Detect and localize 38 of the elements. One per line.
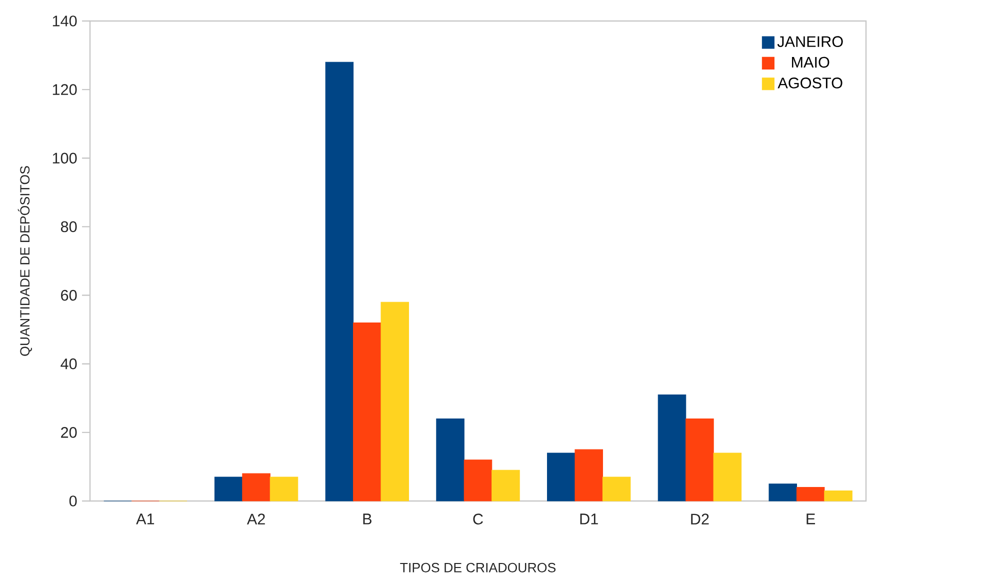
x-tick-label: D2 <box>691 514 709 524</box>
y-tick-label: 80 <box>60 221 77 232</box>
bar <box>380 302 409 502</box>
x-tick-label: A1 <box>136 514 154 524</box>
bar <box>270 476 298 502</box>
bar <box>353 322 382 502</box>
x-tick-label: C <box>473 514 483 525</box>
x-tick-label: B <box>363 514 372 524</box>
y-tick-label: 120 <box>52 84 77 95</box>
legend-label: AGOSTO <box>778 78 842 88</box>
x-tick-label: D1 <box>580 514 598 524</box>
y-tick-label: 40 <box>60 358 77 370</box>
y-tick-label: 20 <box>61 427 77 438</box>
bar <box>658 394 686 502</box>
bar <box>464 460 492 502</box>
bar <box>325 62 354 502</box>
bar <box>574 449 603 502</box>
y-tick-label: 140 <box>52 16 77 26</box>
bar <box>713 452 742 502</box>
x-tick-label: A2 <box>246 514 265 524</box>
x-axis-title: TIPOS DE CRIADOUROS <box>400 562 556 572</box>
bar <box>796 487 825 502</box>
y-axis-title: QUANTIDADE DE DEPÓSITOS <box>18 166 32 356</box>
legend-label: MAIO <box>792 56 830 68</box>
bar <box>602 476 631 502</box>
bar <box>547 452 576 502</box>
y-tick-label: 60 <box>61 290 77 301</box>
y-tick-label: 100 <box>52 152 77 164</box>
bar <box>242 473 270 502</box>
bar <box>436 418 464 502</box>
legend-label: JANEIRO <box>777 36 843 48</box>
x-tick-label: E <box>806 514 816 524</box>
y-tick-label: 0 <box>69 496 77 506</box>
bar <box>768 484 797 502</box>
bar <box>824 490 852 502</box>
bar <box>686 418 714 502</box>
bar <box>492 470 520 502</box>
bar <box>214 476 243 502</box>
